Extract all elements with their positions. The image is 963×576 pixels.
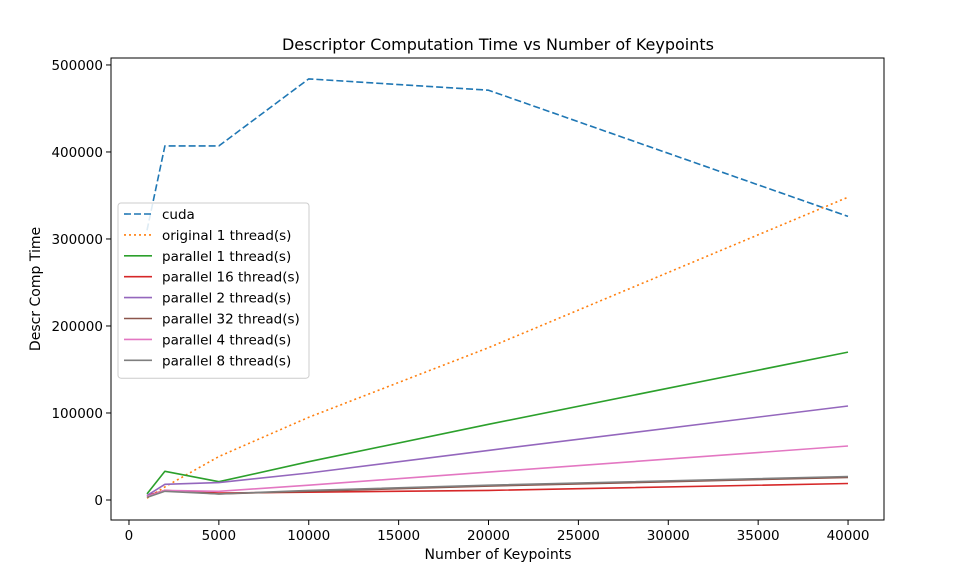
y-tick-label: 100000 bbox=[51, 406, 103, 422]
x-tick-label: 20000 bbox=[467, 528, 510, 544]
legend-label: parallel 8 thread(s) bbox=[162, 353, 291, 369]
legend-label: parallel 16 thread(s) bbox=[162, 270, 300, 286]
y-tick-label: 200000 bbox=[51, 319, 103, 335]
x-tick-label: 25000 bbox=[557, 528, 600, 544]
x-tick-label: 5000 bbox=[202, 528, 236, 544]
x-tick-label: 30000 bbox=[647, 528, 690, 544]
y-tick-label: 0 bbox=[94, 493, 103, 509]
x-tick-label: 35000 bbox=[737, 528, 780, 544]
legend-label: parallel 2 thread(s) bbox=[162, 291, 291, 307]
x-axis: 0 5000 10000 15000 20000 25000 30000 35000 40000 bbox=[125, 520, 870, 544]
legend-label: cuda bbox=[162, 207, 195, 223]
series-line-4 bbox=[146, 405, 849, 497]
legend-label: original 1 thread(s) bbox=[162, 228, 291, 244]
x-tick-label: 10000 bbox=[287, 528, 330, 544]
y-axis-label: Descr Comp Time bbox=[28, 227, 44, 351]
y-tick-label: 300000 bbox=[51, 232, 103, 248]
series-line-6 bbox=[146, 445, 849, 498]
legend-box bbox=[117, 202, 310, 379]
chart-title: Descriptor Computation Time vs Number of… bbox=[282, 35, 714, 54]
legend-label: parallel 4 thread(s) bbox=[162, 332, 291, 348]
legend-label: parallel 32 thread(s) bbox=[162, 312, 300, 328]
y-tick-label: 500000 bbox=[51, 58, 103, 74]
series-line-7 bbox=[146, 475, 849, 499]
legend: cuda original 1 thread(s) parallel 1 threa… bbox=[117, 202, 310, 379]
x-tick-label: 0 bbox=[125, 528, 134, 544]
plot-frame bbox=[110, 57, 885, 521]
y-axis: 0 100000 200000 300000 400000 500000 bbox=[51, 58, 111, 509]
x-axis-label: Number of Keypoints bbox=[424, 547, 571, 563]
plot-lines bbox=[146, 78, 849, 499]
x-tick-label: 15000 bbox=[377, 528, 420, 544]
x-tick-label: 40000 bbox=[827, 528, 870, 544]
series-line-0 bbox=[146, 78, 849, 231]
series-line-2 bbox=[146, 351, 849, 495]
legend-label: parallel 1 thread(s) bbox=[162, 249, 291, 265]
y-tick-label: 400000 bbox=[51, 145, 103, 161]
